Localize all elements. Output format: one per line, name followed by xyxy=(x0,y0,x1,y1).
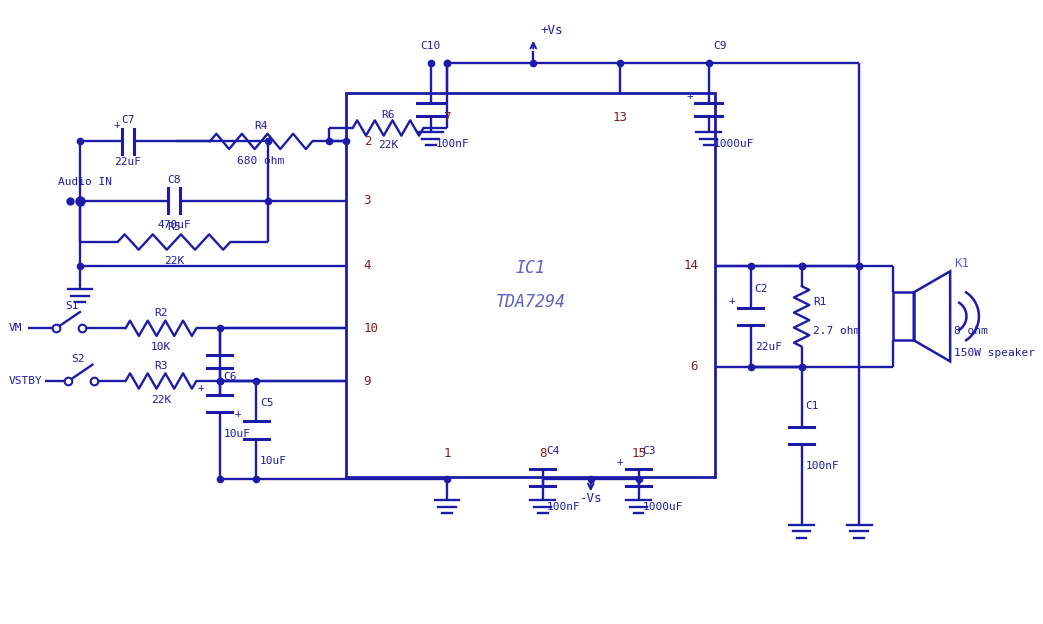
Text: 2.7 ohm: 2.7 ohm xyxy=(814,326,860,336)
Text: 10uF: 10uF xyxy=(260,456,287,466)
Text: R3: R3 xyxy=(154,361,168,371)
Text: R1: R1 xyxy=(814,297,827,307)
Text: 100nF: 100nF xyxy=(547,502,581,512)
Text: +: + xyxy=(198,383,204,393)
Text: 1000uF: 1000uF xyxy=(713,139,754,149)
Text: +: + xyxy=(114,120,121,130)
Text: 680 ohm: 680 ohm xyxy=(238,155,285,165)
Text: C3: C3 xyxy=(642,446,656,456)
Text: TDA7294: TDA7294 xyxy=(495,293,566,311)
Text: 470uF: 470uF xyxy=(157,220,191,230)
Text: R5: R5 xyxy=(167,222,180,232)
Text: R4: R4 xyxy=(254,121,268,131)
Text: 8 ohm: 8 ohm xyxy=(954,326,988,336)
Text: 22uF: 22uF xyxy=(755,342,781,352)
Text: 13: 13 xyxy=(612,110,627,124)
Text: S2: S2 xyxy=(71,354,84,364)
Text: +: + xyxy=(616,457,624,467)
Text: 10: 10 xyxy=(364,322,379,335)
Text: R6: R6 xyxy=(382,110,395,120)
Text: C7: C7 xyxy=(121,115,135,125)
Text: K1: K1 xyxy=(954,257,969,270)
Text: 22K: 22K xyxy=(151,395,171,405)
Text: IC1: IC1 xyxy=(516,259,545,277)
Text: 10K: 10K xyxy=(151,343,171,353)
Text: C1: C1 xyxy=(805,401,819,411)
Text: C9: C9 xyxy=(713,41,727,51)
Text: C8: C8 xyxy=(167,175,180,185)
Text: 150W speaker: 150W speaker xyxy=(954,348,1035,358)
Text: S1: S1 xyxy=(65,301,78,311)
Text: 2: 2 xyxy=(364,135,371,148)
Text: 3: 3 xyxy=(364,194,371,207)
Text: C4: C4 xyxy=(547,446,560,456)
Text: R2: R2 xyxy=(154,308,168,318)
Text: 100nF: 100nF xyxy=(805,461,840,471)
Text: 9: 9 xyxy=(364,374,371,388)
Text: C2: C2 xyxy=(755,285,768,295)
Text: 22K: 22K xyxy=(378,140,398,150)
Text: VM: VM xyxy=(9,323,23,333)
Text: Audio IN: Audio IN xyxy=(58,177,112,187)
Text: 6: 6 xyxy=(690,360,698,373)
Text: 100nF: 100nF xyxy=(436,139,469,149)
Text: VSTBY: VSTBY xyxy=(9,376,43,386)
Text: +: + xyxy=(729,296,735,306)
Text: 22K: 22K xyxy=(164,256,184,266)
Text: 14: 14 xyxy=(683,260,698,273)
Text: 10uF: 10uF xyxy=(224,429,250,439)
Text: 4: 4 xyxy=(364,260,371,273)
Text: 22uF: 22uF xyxy=(115,157,142,167)
Bar xyxy=(893,293,914,340)
Text: -Vs: -Vs xyxy=(580,492,602,505)
Text: C10: C10 xyxy=(420,41,441,51)
Text: 15: 15 xyxy=(631,447,647,460)
Text: 8: 8 xyxy=(539,447,547,460)
Text: +: + xyxy=(235,409,241,419)
Bar xyxy=(346,94,715,477)
Text: 1: 1 xyxy=(443,447,451,460)
Text: 1000uF: 1000uF xyxy=(642,502,683,512)
Text: +Vs: +Vs xyxy=(541,24,563,37)
Text: 7: 7 xyxy=(443,110,451,124)
Text: C5: C5 xyxy=(260,398,273,408)
Text: +: + xyxy=(686,91,694,101)
Text: C6: C6 xyxy=(224,372,237,382)
